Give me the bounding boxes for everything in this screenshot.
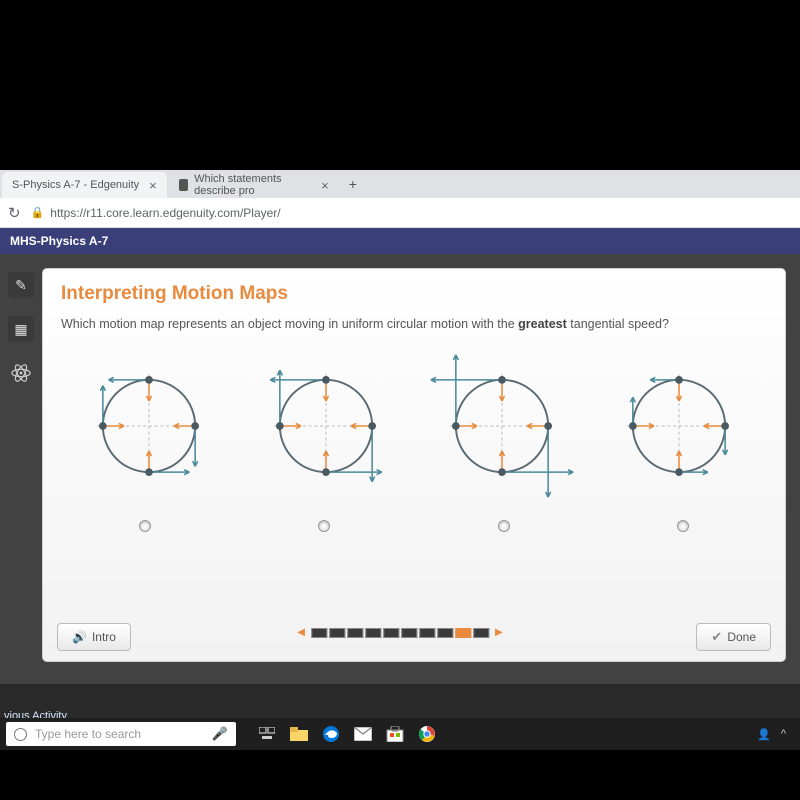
address-bar: ↻ 🔒 https://r11.core.learn.edgenuity.com… xyxy=(0,198,800,228)
progress-segment[interactable] xyxy=(311,628,327,638)
motion-maps-row xyxy=(61,351,767,506)
progress-segment[interactable] xyxy=(473,628,489,638)
tab-strip: S-Physics A-7 - Edgenuity × Which statem… xyxy=(0,170,800,198)
progress-segment[interactable] xyxy=(347,628,363,638)
progress-segment[interactable] xyxy=(437,628,453,638)
taskbar-search[interactable]: Type here to search 🎤 xyxy=(6,722,236,746)
people-icon[interactable]: 👤 xyxy=(757,728,771,741)
lock-icon: 🔒 xyxy=(31,206,45,219)
search-placeholder: Type here to search xyxy=(35,727,141,741)
question-text: Which motion map represents an object mo… xyxy=(61,317,767,331)
cortana-icon xyxy=(14,728,27,741)
progress-segment[interactable] xyxy=(329,628,345,638)
progress-segment[interactable] xyxy=(455,628,471,638)
edge-icon[interactable] xyxy=(322,725,340,743)
radio-option-b[interactable] xyxy=(318,520,330,532)
motion-map-2 xyxy=(246,351,406,506)
panel-title: Interpreting Motion Maps xyxy=(61,283,767,305)
check-icon: ✔ xyxy=(711,629,722,645)
answer-radios xyxy=(61,520,767,532)
mail-icon[interactable] xyxy=(354,725,372,743)
reload-icon[interactable]: ↻ xyxy=(8,204,21,222)
close-icon[interactable]: × xyxy=(149,178,157,193)
motion-map-3 xyxy=(422,351,582,506)
question-panel: Interpreting Motion Maps Which motion ma… xyxy=(42,268,786,662)
taskbar-apps xyxy=(258,725,436,743)
prev-slide-icon[interactable]: ◀ xyxy=(293,627,309,638)
content-area: ✎ ▦ Interpreting Motion Maps Which motio… xyxy=(0,254,800,684)
panel-wrap: Interpreting Motion Maps Which motion ma… xyxy=(42,254,800,684)
new-tab-button[interactable]: + xyxy=(339,172,367,196)
file-explorer-icon[interactable] xyxy=(290,725,308,743)
speaker-icon: 🔊 xyxy=(72,630,87,644)
mic-icon: 🎤 xyxy=(212,726,228,742)
url-text: https://r11.core.learn.edgenuity.com/Pla… xyxy=(50,206,280,220)
calculator-tool-icon[interactable]: ▦ xyxy=(8,316,34,342)
favicon-icon xyxy=(179,179,188,191)
next-slide-icon[interactable]: ▶ xyxy=(491,627,507,638)
browser-tab-2[interactable]: Which statements describe pro × xyxy=(169,172,339,198)
browser-tab-1[interactable]: S-Physics A-7 - Edgenuity × xyxy=(2,172,167,198)
lesson-progress: ◀ ▶ xyxy=(293,627,506,638)
progress-segment[interactable] xyxy=(419,628,435,638)
progress-segment[interactable] xyxy=(383,628,399,638)
progress-segment[interactable] xyxy=(365,628,381,638)
tool-rail: ✎ ▦ xyxy=(0,254,42,684)
system-tray[interactable]: 👤 ^ xyxy=(757,728,794,741)
motion-map-4 xyxy=(599,351,759,506)
radio-option-a[interactable] xyxy=(139,520,151,532)
store-icon[interactable] xyxy=(386,725,404,743)
tab-label: S-Physics A-7 - Edgenuity xyxy=(12,179,139,191)
radio-option-c[interactable] xyxy=(498,520,510,532)
atom-tool-icon[interactable] xyxy=(8,360,34,386)
intro-button[interactable]: 🔊 Intro xyxy=(57,623,131,651)
close-icon[interactable]: × xyxy=(321,178,329,193)
course-title: MHS-Physics A-7 xyxy=(10,234,108,248)
pencil-tool-icon[interactable]: ✎ xyxy=(8,272,34,298)
chrome-icon[interactable] xyxy=(418,725,436,743)
task-view-icon[interactable] xyxy=(258,725,276,743)
url-input[interactable]: 🔒 https://r11.core.learn.edgenuity.com/P… xyxy=(31,206,792,220)
done-button[interactable]: ✔ Done xyxy=(696,623,771,651)
progress-segment[interactable] xyxy=(401,628,417,638)
windows-taskbar: Type here to search 🎤 👤 ^ xyxy=(0,718,800,750)
course-header: MHS-Physics A-7 xyxy=(0,228,800,254)
monitor-viewport: S-Physics A-7 - Edgenuity × Which statem… xyxy=(0,170,800,750)
chevron-up-icon[interactable]: ^ xyxy=(781,728,786,740)
motion-map-1 xyxy=(69,351,229,506)
tab-label: Which statements describe pro xyxy=(194,173,311,197)
radio-option-d[interactable] xyxy=(677,520,689,532)
